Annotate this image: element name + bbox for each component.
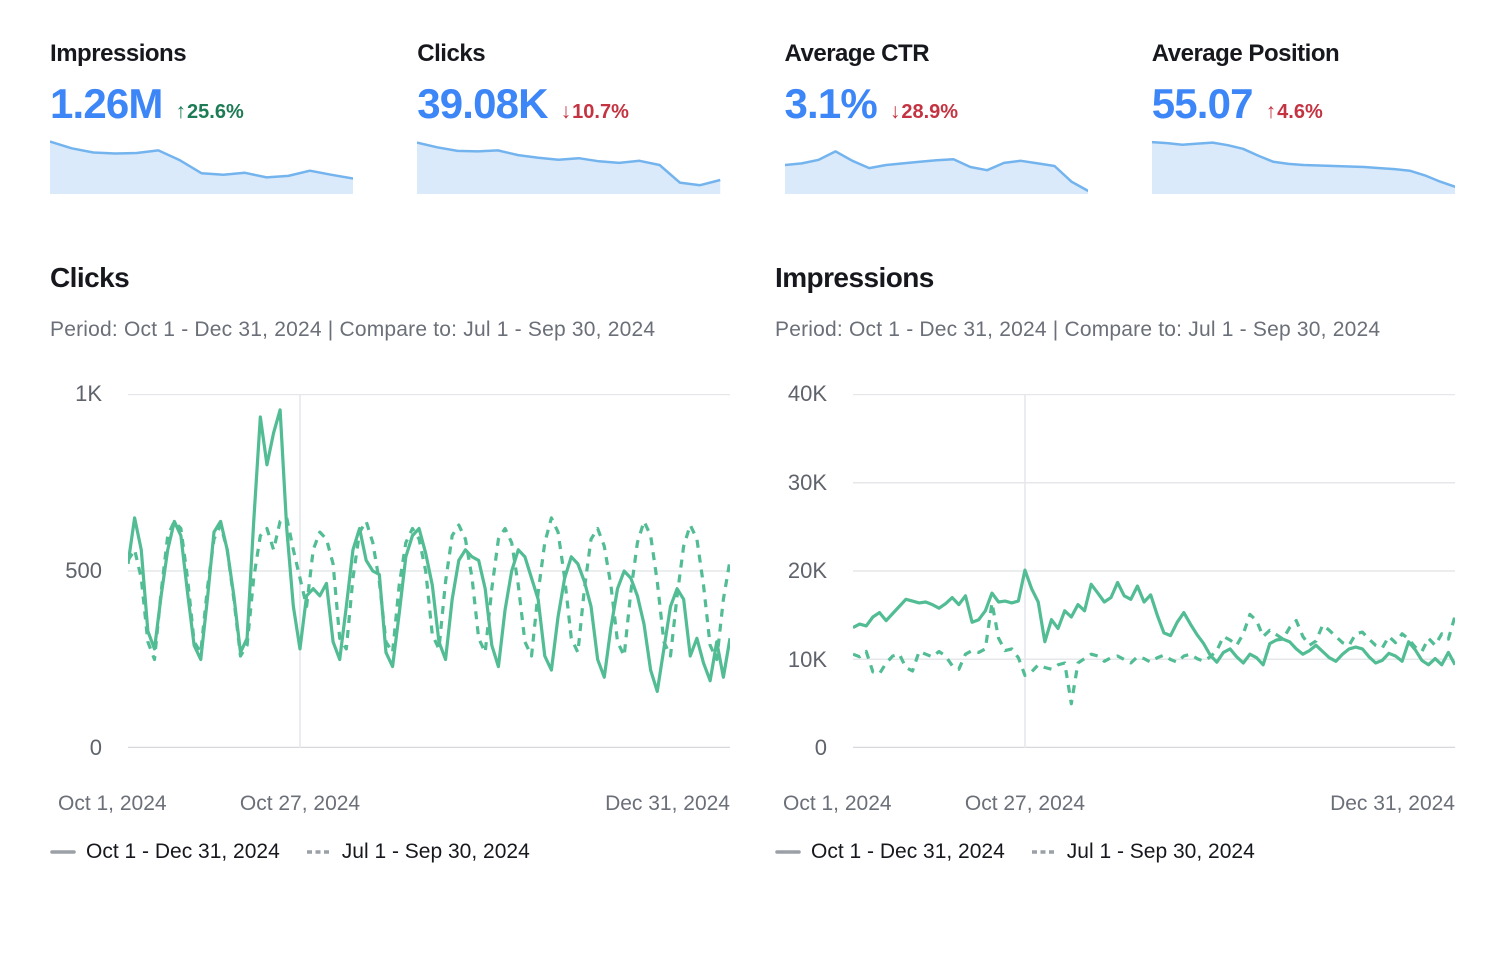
trend-down-arrow-icon: ↓: [560, 100, 572, 123]
clicks-sparkline-chart: [417, 141, 721, 194]
y-axis-tick: 20K: [787, 558, 827, 583]
kpi-value: 1.26M: [50, 80, 163, 127]
kpi-title: Average CTR: [784, 40, 930, 67]
chart-title: Clicks: [50, 262, 130, 293]
plot-area-row: 40K 30K 20K 10K 0: [775, 381, 1455, 760]
kpi-delta-percent: 25.6%: [187, 101, 244, 123]
x-axis-tick: Oct 27, 2024: [239, 792, 361, 815]
kpi-title: Impressions: [50, 40, 187, 67]
kpi-value: 55.07: [1151, 80, 1254, 127]
kpi-value: 39.08K: [417, 80, 548, 127]
impressions-sparkline-chart: [50, 140, 354, 194]
impressions-line-chart[interactable]: [853, 394, 1455, 748]
kpi-delta: ↓ 10.7%: [561, 100, 629, 124]
y-axis-tick: 30K: [787, 469, 827, 495]
average-ctr-sparkline-chart: [784, 150, 1088, 194]
legend-label: Oct 1 - Dec 31, 2024: [86, 840, 280, 863]
kpi-card-clicks: Clicks 39.08K ↓ 10.7%: [417, 40, 721, 194]
y-axis-tick: 1K: [75, 381, 102, 406]
dashed-line-marker-icon: [306, 850, 332, 854]
y-axis: 40K 30K 20K 10K 0: [775, 381, 853, 760]
kpi-cards-row: Impressions 1.26M ↑ 25.6% Clicks 39.08K ↓…: [50, 40, 1455, 194]
kpi-delta-percent: 4.6%: [1277, 101, 1323, 123]
average-position-sparkline-chart: [1151, 140, 1455, 194]
clicks-line-chart[interactable]: [128, 394, 730, 748]
trend-up-arrow-icon: ↑: [175, 100, 187, 123]
plot-area-row: 1K 500 0: [50, 381, 730, 760]
kpi-card-impressions: Impressions 1.26M ↑ 25.6%: [50, 40, 354, 194]
x-axis-tick: Oct 27, 2024: [964, 792, 1086, 815]
impressions-chart-block: Impressions Period: Oct 1 - Dec 31, 2024…: [775, 262, 1455, 864]
x-axis-tick: Oct 1, 2024: [58, 792, 167, 815]
dashed-line-marker-icon: [1031, 850, 1057, 854]
y-axis-tick: 10K: [787, 646, 827, 672]
kpi-title: Average Position: [1151, 40, 1340, 67]
x-axis: Oct 1, 2024 Oct 27, 2024 Dec 31, 2024: [50, 792, 730, 818]
kpi-delta-percent: 10.7%: [572, 101, 629, 123]
x-axis-tick: Dec 31, 2024: [1330, 792, 1455, 815]
chart-period-subtitle: Period: Oct 1 - Dec 31, 2024 | Compare t…: [50, 318, 656, 341]
chart-period-subtitle: Period: Oct 1 - Dec 31, 2024 | Compare t…: [775, 318, 1381, 341]
y-axis-tick: 0: [814, 735, 827, 760]
chart-legend: Oct 1 - Dec 31, 2024 Jul 1 - Sep 30, 202…: [50, 840, 730, 864]
solid-line-marker-icon: [775, 850, 801, 854]
chart-legend: Oct 1 - Dec 31, 2024 Jul 1 - Sep 30, 202…: [775, 840, 1455, 864]
legend-item-compare-period[interactable]: Jul 1 - Sep 30, 2024: [1031, 840, 1255, 864]
y-axis: 1K 500 0: [50, 381, 128, 760]
comparison-charts-row: Clicks Period: Oct 1 - Dec 31, 2024 | Co…: [50, 262, 1455, 864]
legend-item-current-period[interactable]: Oct 1 - Dec 31, 2024: [775, 840, 1005, 864]
kpi-delta: ↑ 4.6%: [1266, 100, 1323, 124]
kpi-value-row: 39.08K ↓ 10.7%: [417, 83, 720, 125]
legend-label: Oct 1 - Dec 31, 2024: [811, 840, 1005, 863]
kpi-delta-percent: 28.9%: [901, 101, 959, 123]
y-axis-tick: 40K: [787, 381, 827, 406]
x-axis-tick: Oct 1, 2024: [783, 792, 892, 815]
solid-line-marker-icon: [50, 850, 76, 854]
kpi-card-average-ctr: Average CTR 3.1% ↓ 28.9%: [784, 40, 1088, 194]
legend-label: Jul 1 - Sep 30, 2024: [1066, 840, 1255, 863]
kpi-delta: ↓ 28.9%: [890, 100, 958, 124]
chart-title: Impressions: [775, 262, 934, 293]
kpi-value-row: 3.1% ↓ 28.9%: [785, 83, 1088, 125]
trend-down-arrow-icon: ↓: [889, 100, 901, 123]
y-axis-tick: 500: [65, 558, 102, 583]
legend-item-current-period[interactable]: Oct 1 - Dec 31, 2024: [50, 840, 280, 864]
x-axis: Oct 1, 2024 Oct 27, 2024 Dec 31, 2024: [775, 792, 1455, 818]
y-axis-tick: 0: [89, 735, 102, 760]
x-axis-tick: Dec 31, 2024: [605, 792, 730, 815]
trend-up-arrow-icon: ↑: [1265, 100, 1277, 123]
kpi-title: Clicks: [417, 40, 486, 67]
clicks-chart-block: Clicks Period: Oct 1 - Dec 31, 2024 | Co…: [50, 262, 730, 864]
legend-item-compare-period[interactable]: Jul 1 - Sep 30, 2024: [306, 840, 530, 864]
kpi-delta: ↑ 25.6%: [176, 100, 244, 124]
legend-label: Jul 1 - Sep 30, 2024: [341, 840, 530, 863]
kpi-card-average-position: Average Position 55.07 ↑ 4.6%: [1151, 40, 1455, 194]
kpi-value: 3.1%: [784, 80, 878, 127]
kpi-value-row: 1.26M ↑ 25.6%: [50, 83, 353, 125]
kpi-value-row: 55.07 ↑ 4.6%: [1152, 83, 1455, 125]
